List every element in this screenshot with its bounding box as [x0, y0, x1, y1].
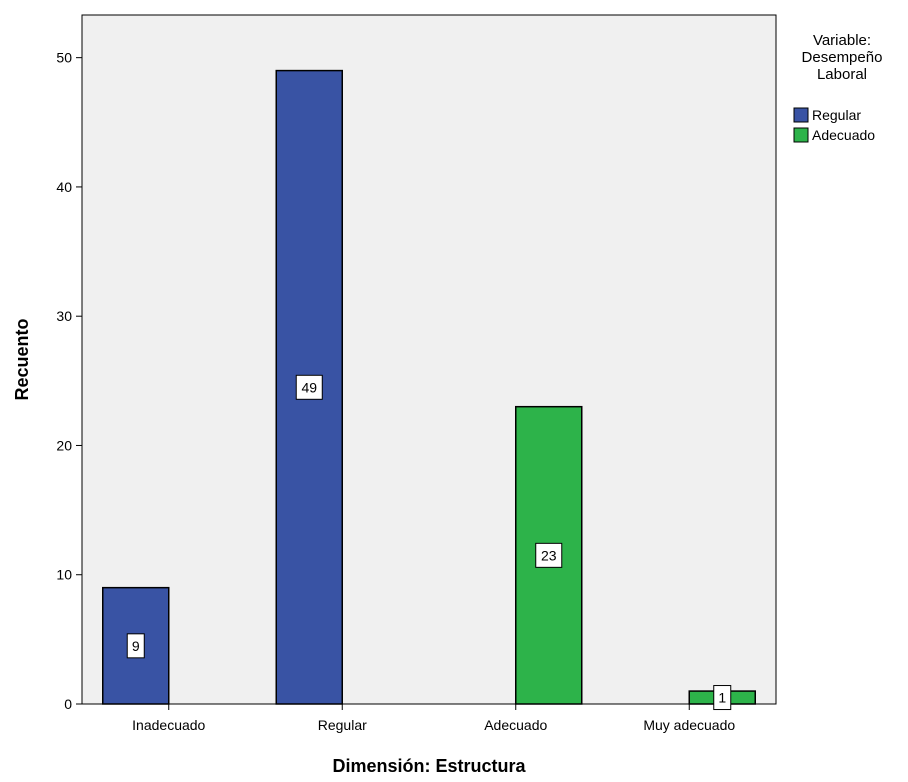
- x-tick-label: Inadecuado: [132, 717, 205, 733]
- y-tick-label: 10: [56, 567, 72, 583]
- data-label-box: [535, 542, 563, 568]
- y-tick-label: 40: [56, 179, 72, 195]
- legend-label: Adecuado: [812, 127, 875, 143]
- y-tick-label: 30: [56, 308, 72, 324]
- data-label-box: [126, 633, 145, 659]
- legend-title: Desempeño: [802, 49, 883, 66]
- data-label: 23: [541, 547, 557, 563]
- data-labels: 9 49 23 1: [126, 374, 732, 711]
- x-tick-label: Regular: [318, 717, 367, 733]
- x-tick-label: Adecuado: [484, 717, 547, 733]
- legend-swatch: [793, 127, 809, 143]
- plot-area: [81, 14, 777, 705]
- x-tick-label: Muy adecuado: [643, 717, 735, 733]
- y-tick-label: 20: [56, 437, 72, 453]
- legend-label: Regular: [812, 107, 861, 123]
- legend-title: Laboral: [817, 66, 867, 83]
- y-axis: 0 10 20 30 40 50: [56, 50, 82, 712]
- data-label: 9: [132, 638, 140, 654]
- legend-swatch: [793, 107, 809, 123]
- data-label: 49: [301, 379, 317, 395]
- data-label: 1: [718, 690, 726, 706]
- legend-title: Variable:: [813, 32, 871, 49]
- y-tick-label: 0: [64, 696, 72, 712]
- y-tick-label: 50: [56, 50, 72, 66]
- x-axis-title: Dimensión: Estructura: [332, 756, 526, 776]
- x-axis: Inadecuado Regular Adecuado Muy adecuado: [132, 704, 735, 733]
- y-axis-title: Recuento: [12, 318, 32, 400]
- data-label-box: [713, 685, 732, 711]
- data-label-box: [295, 374, 323, 400]
